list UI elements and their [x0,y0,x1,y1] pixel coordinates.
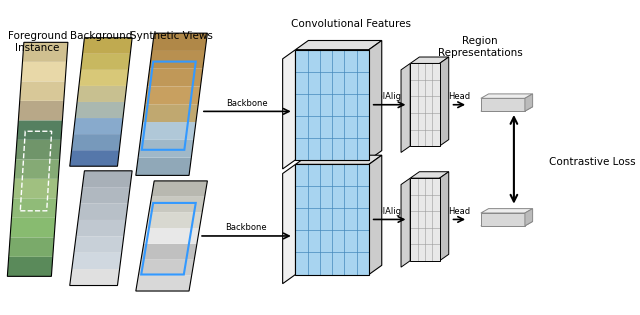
Polygon shape [481,98,525,111]
Polygon shape [74,118,123,134]
Text: Synthetic Views: Synthetic Views [130,31,213,41]
Polygon shape [136,158,191,175]
Polygon shape [22,42,68,62]
Text: Head: Head [448,207,470,216]
Text: Head: Head [448,92,470,101]
Polygon shape [7,257,52,276]
Polygon shape [141,244,197,260]
Polygon shape [9,237,54,257]
Text: Contrastive Loss: Contrastive Loss [548,157,636,167]
Polygon shape [440,57,449,146]
Polygon shape [83,38,132,54]
Polygon shape [283,50,296,169]
Polygon shape [19,101,64,120]
Polygon shape [20,81,65,101]
Polygon shape [140,122,196,140]
Polygon shape [70,150,119,166]
Polygon shape [143,104,198,122]
Polygon shape [481,209,532,213]
Polygon shape [283,164,296,284]
Polygon shape [83,171,132,187]
Text: Foreground
Instance: Foreground Instance [8,31,67,53]
Polygon shape [410,178,440,261]
Polygon shape [72,253,122,269]
Polygon shape [138,260,195,275]
Polygon shape [15,140,61,159]
Text: Backbone: Backbone [227,99,268,108]
Polygon shape [410,57,449,63]
Polygon shape [70,269,120,285]
Polygon shape [410,172,449,178]
Polygon shape [76,220,126,236]
Polygon shape [14,159,60,179]
Polygon shape [78,203,128,220]
Polygon shape [17,120,63,140]
Polygon shape [144,228,200,244]
Polygon shape [80,187,130,203]
Polygon shape [525,94,532,111]
Polygon shape [147,212,202,228]
Polygon shape [77,86,127,102]
Polygon shape [12,198,57,218]
Polygon shape [21,62,67,81]
Polygon shape [296,41,381,50]
Polygon shape [152,33,207,51]
Text: Backbone: Backbone [225,223,268,232]
Polygon shape [150,51,205,69]
Polygon shape [401,63,410,152]
Polygon shape [145,87,200,104]
Polygon shape [76,102,125,118]
Polygon shape [136,275,191,291]
Polygon shape [149,197,205,212]
Polygon shape [296,50,369,160]
Text: Region
Representations: Region Representations [438,36,522,58]
Polygon shape [74,236,124,253]
Polygon shape [481,94,532,98]
Polygon shape [81,54,131,70]
Polygon shape [147,69,203,87]
Polygon shape [369,155,381,274]
Text: RoIAlign: RoIAlign [372,92,407,101]
Polygon shape [10,218,56,237]
Polygon shape [440,172,449,261]
Polygon shape [481,213,525,226]
Text: Background: Background [70,31,132,41]
Polygon shape [410,63,440,146]
Polygon shape [138,140,194,158]
Polygon shape [13,179,58,198]
Polygon shape [481,221,532,226]
Polygon shape [401,178,410,267]
Polygon shape [369,41,381,160]
Text: RoIAlign: RoIAlign [372,207,407,216]
Polygon shape [525,209,532,226]
Polygon shape [72,134,121,150]
Polygon shape [79,70,129,86]
Polygon shape [481,107,532,111]
Polygon shape [296,155,381,164]
Polygon shape [296,164,369,274]
Text: Convolutional Features: Convolutional Features [291,20,410,29]
Polygon shape [152,181,207,197]
